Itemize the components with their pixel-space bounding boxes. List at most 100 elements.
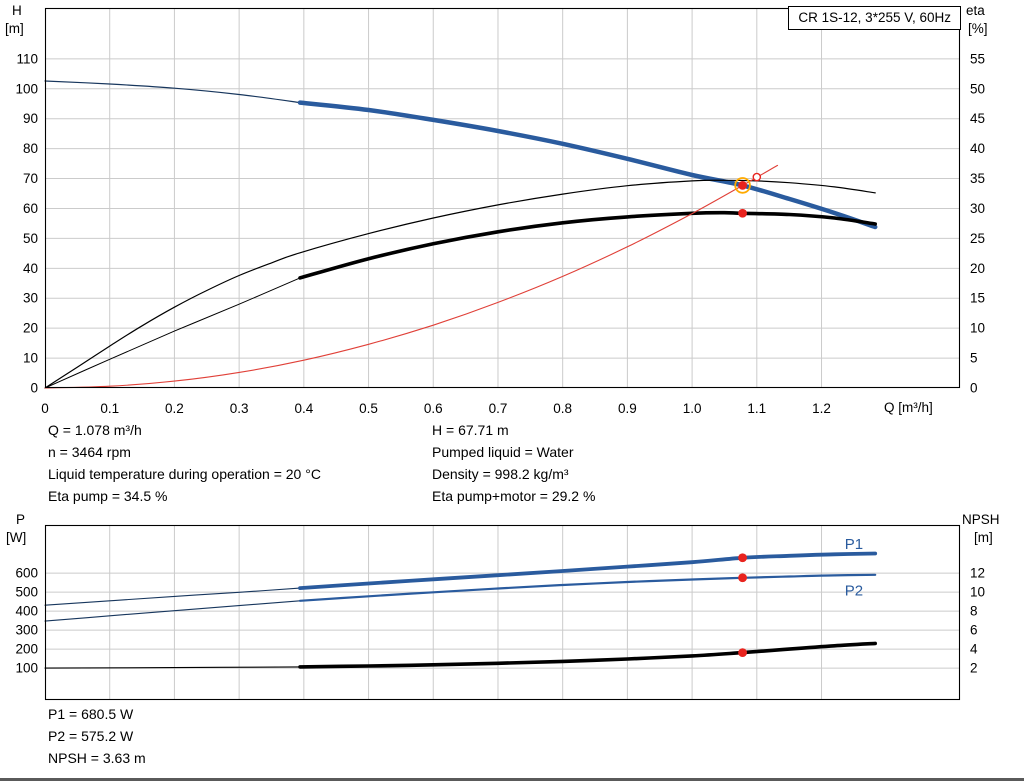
- tick-label: 20: [970, 261, 985, 276]
- duty-results-right: H = 67.71 m Pumped liquid = Water Densit…: [432, 419, 595, 507]
- system-curve: [44, 164, 779, 389]
- p2-curve-thin: [44, 600, 301, 622]
- head-axis-title: H: [12, 3, 22, 18]
- tick-label: 55: [970, 51, 985, 66]
- tick-label: 0.3: [230, 401, 249, 416]
- tick-label: 25: [970, 231, 985, 246]
- eta-axis-unit: [%]: [968, 21, 988, 36]
- tick-label: 200: [15, 642, 38, 657]
- window-bottom-edge: [0, 778, 1024, 781]
- npsh-duty-point: [738, 648, 747, 657]
- result-liquid: Pumped liquid = Water: [432, 444, 574, 460]
- tick-label: 10: [23, 351, 38, 366]
- power-results: P1 = 680.5 W P2 = 575.2 W NPSH = 3.63 m: [48, 703, 146, 769]
- tick-label: 30: [970, 201, 985, 216]
- tick-label: 0.6: [424, 401, 443, 416]
- duty-point-head: [738, 181, 747, 190]
- result-density: Density = 998.2 kg/m³: [432, 466, 569, 482]
- tick-label: 500: [15, 585, 38, 600]
- duty-point-eta: [738, 208, 747, 218]
- result-npsh: NPSH = 3.63 m: [48, 750, 146, 766]
- tick-label: 0.7: [489, 401, 508, 416]
- tick-label: 20: [23, 321, 38, 336]
- eta-axis-title: eta: [966, 3, 985, 18]
- bottom-chart: 100 200 300 400 500 600 2 4 6 8 10 12 P1 P2: [15, 524, 985, 701]
- tick-label: 0.1: [100, 401, 119, 416]
- qh-curve: [297, 100, 878, 230]
- eta-pump-curve: [44, 179, 876, 389]
- tick-label: 0: [41, 401, 49, 416]
- tick-label: 1.1: [747, 401, 766, 416]
- result-speed: n = 3464 rpm: [48, 444, 131, 460]
- pump-title-box: CR 1S-12, 3*255 V, 60Hz: [788, 6, 961, 30]
- p2-curve: [298, 573, 877, 602]
- power-axis-unit: [W]: [6, 530, 27, 545]
- tick-label: 70: [23, 171, 38, 186]
- npsh-curve: [298, 641, 877, 669]
- p1-label: P1: [845, 536, 863, 553]
- result-p1: P1 = 680.5 W: [48, 706, 134, 722]
- tick-label: 12: [970, 566, 985, 581]
- tick-label: 45: [970, 111, 985, 126]
- tick-label: 400: [15, 604, 38, 619]
- tick-label: 1.0: [683, 401, 702, 416]
- plot-frame: [44, 7, 961, 389]
- max-flow-point: [752, 172, 762, 182]
- tick-label: 1.2: [812, 401, 831, 416]
- npsh-curve-thin: [44, 666, 301, 669]
- tick-label: 30: [23, 291, 38, 306]
- result-head: H = 67.71 m: [432, 422, 509, 438]
- plot-frame: [44, 524, 961, 701]
- tick-label: 100: [15, 81, 38, 96]
- tick-label: 90: [23, 111, 38, 126]
- result-temperature: Liquid temperature during operation = 20…: [48, 466, 321, 482]
- tick-label: 8: [970, 604, 978, 619]
- flow-axis-title: Q [m³/h]: [884, 400, 933, 415]
- head-axis-unit: [m]: [5, 21, 24, 36]
- tick-label: 100: [15, 661, 38, 676]
- power-axis-title: P: [16, 512, 26, 527]
- tick-label: 6: [970, 623, 978, 638]
- tick-label: 35: [970, 171, 985, 186]
- tick-label: 50: [23, 231, 38, 246]
- tick-label: 60: [23, 201, 38, 216]
- tick-label: 5: [970, 351, 978, 366]
- top-chart: 0 10 20 30 40 50 60 70 80 90 100 110 0 5 10 15 20 25 30 35 4…: [15, 7, 985, 416]
- tick-label: 40: [23, 261, 38, 276]
- tick-label: 2: [970, 661, 978, 676]
- tick-label: 40: [970, 141, 985, 156]
- tick-label: 110: [16, 51, 38, 66]
- result-eta-total: Eta pump+motor = 29.2 %: [432, 488, 596, 504]
- tick-label: 300: [15, 623, 38, 638]
- p1-curve: [298, 551, 878, 590]
- tick-label: 50: [970, 81, 985, 96]
- duty-results-left: Q = 1.078 m³/h n = 3464 rpm Liquid tempe…: [48, 419, 321, 507]
- tick-label: 0: [30, 381, 38, 396]
- duty-point-head-ring: [734, 177, 751, 194]
- tick-label: 80: [23, 141, 38, 156]
- tick-label: 600: [15, 566, 38, 581]
- tick-label: 0.4: [294, 401, 313, 416]
- tick-label: 4: [970, 642, 978, 657]
- eta-pump-motor-curve: [298, 210, 877, 280]
- result-eta-pump: Eta pump = 34.5 %: [48, 488, 168, 504]
- tick-label: 0: [970, 381, 978, 396]
- result-p2: P2 = 575.2 W: [48, 728, 134, 744]
- npsh-axis-title: NPSH: [962, 512, 1000, 527]
- tick-label: 0.9: [618, 401, 637, 416]
- p1-duty-point: [738, 553, 747, 563]
- tick-label: 10: [970, 585, 985, 600]
- tick-label: 0.8: [553, 401, 572, 416]
- p2-duty-point: [738, 573, 747, 583]
- tick-label: 10: [970, 321, 985, 336]
- p1-curve-thin: [44, 587, 301, 606]
- result-flow: Q = 1.078 m³/h: [48, 422, 142, 438]
- tick-label: 15: [970, 291, 985, 306]
- tick-label: 0.2: [165, 401, 184, 416]
- eta-pump-motor-curve-thin: [44, 277, 301, 389]
- qh-curve-thin: [44, 80, 301, 104]
- npsh-axis-unit: [m]: [974, 530, 993, 545]
- p2-label: P2: [845, 583, 863, 600]
